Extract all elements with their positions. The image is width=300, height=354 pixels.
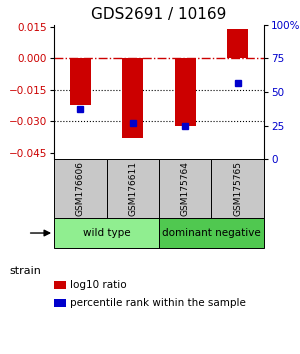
Bar bbox=[159, 218, 264, 248]
Text: percentile rank within the sample: percentile rank within the sample bbox=[70, 298, 246, 308]
Text: GSM175765: GSM175765 bbox=[233, 161, 242, 216]
Bar bbox=[106, 159, 159, 218]
Bar bbox=[70, 58, 91, 104]
Text: log10 ratio: log10 ratio bbox=[70, 280, 127, 290]
Text: dominant negative: dominant negative bbox=[162, 228, 261, 238]
Bar bbox=[54, 159, 106, 218]
Text: GSM176606: GSM176606 bbox=[76, 161, 85, 216]
Text: GSM175764: GSM175764 bbox=[181, 161, 190, 216]
Bar bbox=[227, 29, 248, 58]
Title: GDS2691 / 10169: GDS2691 / 10169 bbox=[91, 7, 227, 22]
Bar bbox=[159, 159, 211, 218]
Text: wild type: wild type bbox=[83, 228, 130, 238]
Bar bbox=[122, 58, 143, 138]
Bar bbox=[54, 218, 159, 248]
Bar bbox=[175, 58, 196, 126]
Text: strain: strain bbox=[9, 266, 41, 276]
Text: GSM176611: GSM176611 bbox=[128, 161, 137, 216]
Bar bbox=[212, 159, 264, 218]
